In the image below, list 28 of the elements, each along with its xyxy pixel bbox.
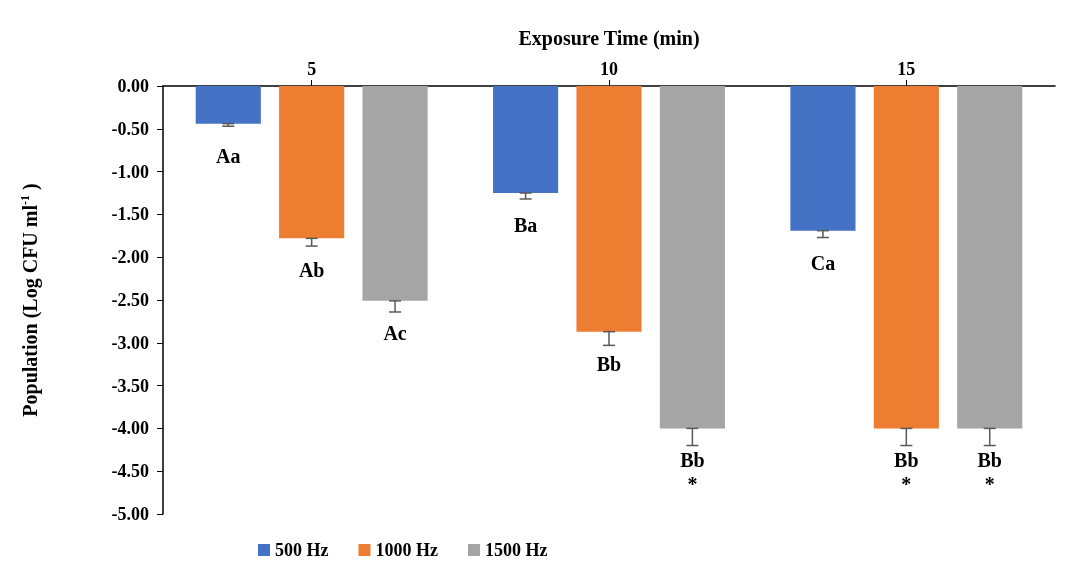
data-label: Bb * — [977, 449, 1002, 496]
data-label: Bb * — [680, 449, 705, 496]
y-tick-label: -1.50 — [111, 204, 149, 225]
legend-label: 1000 Hz — [375, 540, 438, 560]
y-tick-label: 0.00 — [117, 76, 149, 96]
y-tick-label: -1.00 — [111, 161, 149, 182]
y-tick-label: -3.00 — [111, 332, 149, 353]
y-tick-label: -3.50 — [111, 375, 149, 396]
data-label: Bb — [596, 352, 622, 375]
y-tick-label: -0.50 — [111, 118, 149, 139]
data-label: Aa — [216, 144, 241, 167]
data-label: Ba — [513, 214, 538, 236]
y-tick-label: -2.00 — [111, 247, 149, 268]
x-axis-title: Exposure Time (min) — [518, 27, 700, 50]
y-axis-title: Population (Log CFU ml-1 ) — [18, 183, 42, 417]
y-tick-label: -2.50 — [111, 290, 149, 310]
x-tick-label: 15 — [897, 59, 916, 79]
y-tick-label: -5.00 — [111, 504, 149, 524]
data-label: Ac — [383, 321, 407, 344]
y-tick-label: -4.00 — [111, 418, 149, 439]
legend-label: 1500 Hz — [484, 540, 548, 560]
legend-label: 500 Hz — [275, 540, 329, 560]
y-tick-label: -4.50 — [111, 461, 149, 482]
data-label: Ca — [810, 251, 836, 274]
data-label: Ab — [298, 259, 325, 282]
x-tick-label: 5 — [307, 59, 317, 79]
data-label: Bb * — [894, 449, 919, 496]
x-tick-label: 10 — [600, 59, 618, 79]
